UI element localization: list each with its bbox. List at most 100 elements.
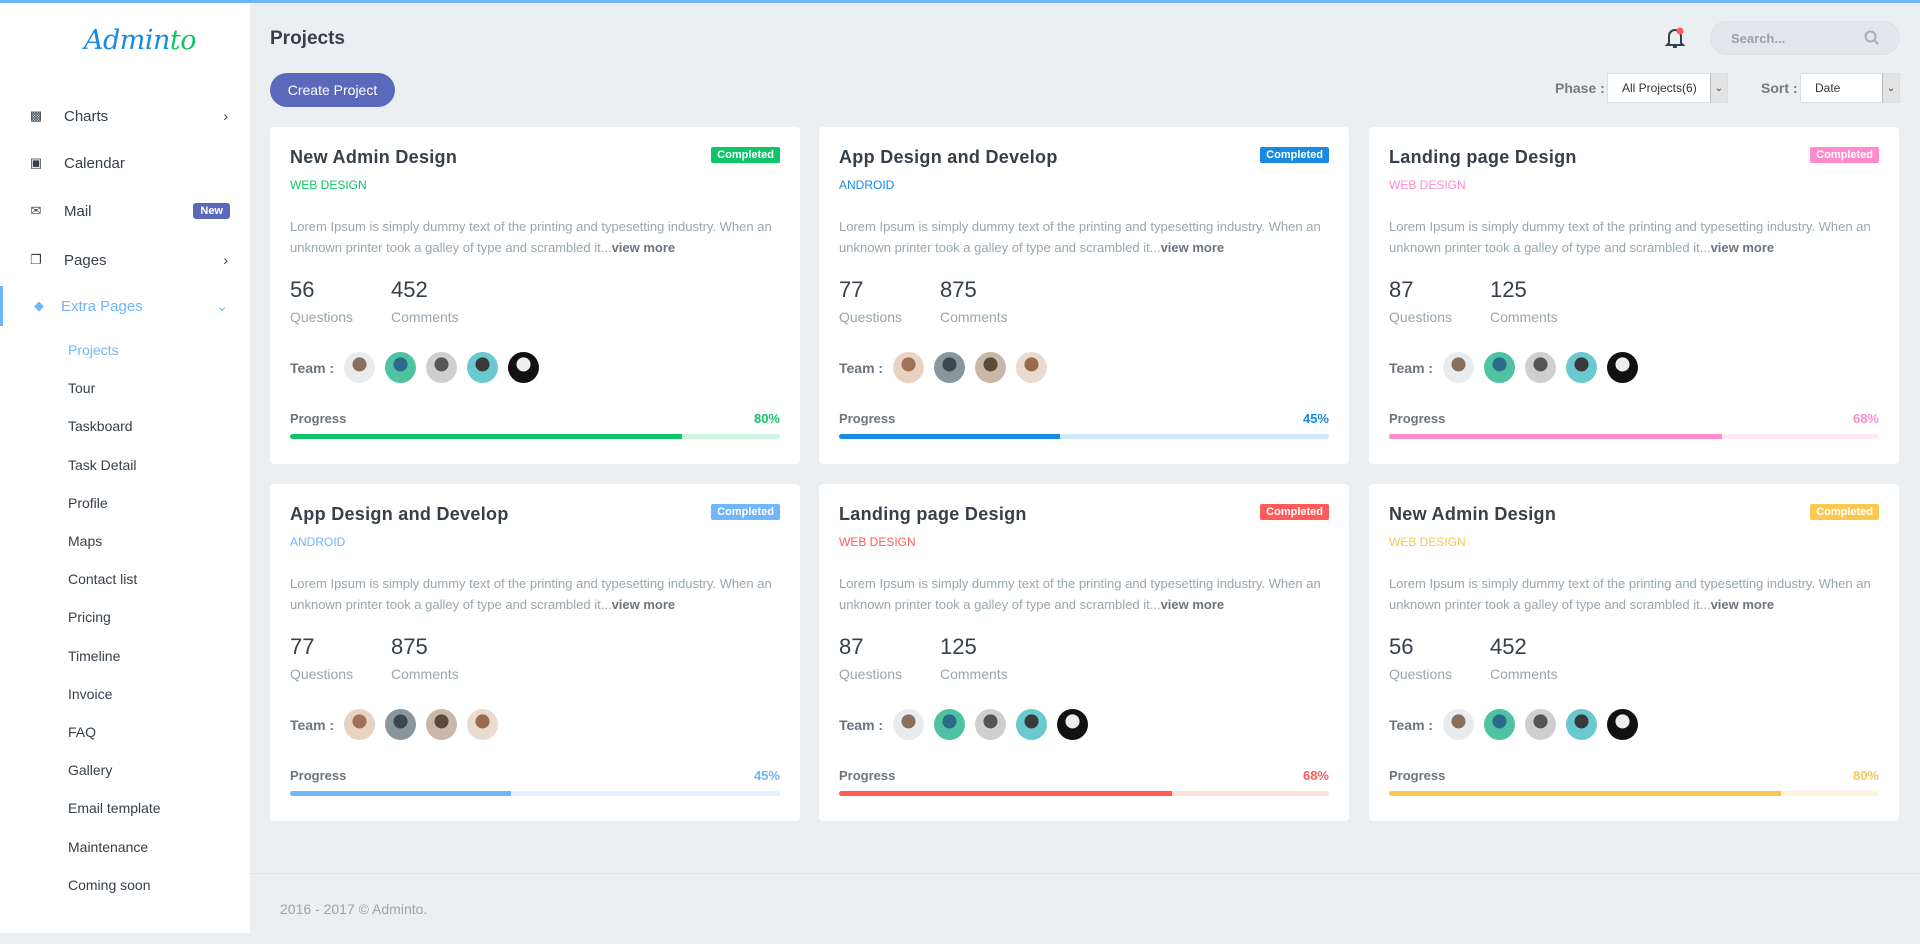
progress-value: 80%: [1852, 768, 1879, 783]
chevron-down-icon: ⌄: [216, 297, 228, 314]
team-member-avatar[interactable]: [893, 352, 925, 383]
team-member-avatar[interactable]: [385, 709, 417, 740]
sidebar-subitem-timeline[interactable]: Timeline: [68, 647, 121, 664]
view-more-link[interactable]: view more: [611, 240, 676, 255]
team-member-avatar[interactable]: [1016, 709, 1048, 740]
comments-stat: 875 Comments: [940, 277, 1008, 325]
team-member-avatar[interactable]: [426, 709, 458, 740]
project-card: App Design and Develop Completed ANDROID…: [270, 484, 800, 821]
view-more-link[interactable]: view more: [611, 597, 676, 612]
progress-value: 80%: [753, 411, 780, 426]
questions-count: 56: [290, 277, 315, 302]
team-member-avatar[interactable]: [1484, 352, 1516, 383]
team-member-avatar[interactable]: [1566, 352, 1598, 383]
phase-value: All Projects(6): [1622, 81, 1697, 95]
sidebar-subitem-profile[interactable]: Profile: [68, 494, 108, 511]
search-input[interactable]: Search...: [1710, 21, 1900, 55]
sidebar-subitem-tour[interactable]: Tour: [68, 380, 96, 397]
team-member-avatar[interactable]: [467, 709, 499, 740]
view-more-link[interactable]: view more: [1710, 597, 1775, 612]
team-member-avatar[interactable]: [975, 709, 1007, 740]
progress-label: Progress: [839, 411, 896, 426]
view-more-link[interactable]: view more: [1710, 240, 1775, 255]
bell-icon[interactable]: [1664, 26, 1686, 50]
sidebar-subitem-email-template[interactable]: Email template: [68, 800, 161, 817]
phase-select[interactable]: All Projects(6) ⌄: [1607, 73, 1728, 103]
team-member-avatar[interactable]: [1484, 709, 1516, 740]
team-member-avatar[interactable]: [893, 709, 925, 740]
project-title[interactable]: App Design and Develop: [290, 504, 509, 524]
questions-count: 87: [839, 634, 864, 659]
team-member-avatar[interactable]: [426, 352, 458, 383]
team-member-avatar[interactable]: [508, 352, 540, 383]
comments-count: 452: [1490, 634, 1527, 659]
team-member-avatar[interactable]: [1525, 352, 1557, 383]
sidebar-item-label: Calendar: [64, 154, 125, 172]
team-member-avatar[interactable]: [1057, 709, 1089, 740]
search-icon[interactable]: [1863, 29, 1881, 47]
project-description: Lorem Ipsum is simply dummy text of the …: [290, 573, 785, 615]
sort-select[interactable]: Date ⌄: [1800, 73, 1900, 103]
create-project-button[interactable]: Create Project: [270, 73, 395, 107]
team-member-avatar[interactable]: [1607, 709, 1639, 740]
layers-icon: ◆: [34, 298, 44, 313]
team-member-avatar[interactable]: [344, 709, 376, 740]
sidebar-item-calendar[interactable]: ▣ Calendar: [0, 143, 250, 183]
questions-label: Questions: [290, 309, 354, 325]
team-member-avatar[interactable]: [1607, 352, 1639, 383]
questions-stat: 56 Questions: [290, 277, 353, 325]
project-title[interactable]: New Admin Design: [290, 147, 458, 167]
team-member-avatar[interactable]: [1525, 709, 1557, 740]
sidebar-subitem-maps[interactable]: Maps: [68, 533, 103, 549]
view-more-link[interactable]: view more: [1160, 597, 1225, 612]
project-title[interactable]: Landing page Design: [839, 504, 1027, 524]
team-member-avatar[interactable]: [934, 709, 966, 740]
team-member-avatar[interactable]: [975, 352, 1007, 383]
team-member-avatar[interactable]: [1566, 709, 1598, 740]
sidebar-subitem-taskboard[interactable]: Taskboard: [68, 418, 133, 435]
comments-label: Comments: [1490, 309, 1558, 325]
team-member-avatar[interactable]: [1016, 352, 1048, 383]
team-member-avatar[interactable]: [385, 352, 417, 383]
sidebar-item-extra-pages[interactable]: ◆ Extra Pages ⌄: [0, 286, 250, 326]
sidebar-item-label: Extra Pages: [61, 297, 143, 315]
sidebar-item-pages[interactable]: ❐ Pages ›: [0, 240, 250, 280]
sidebar-subitem-coming-soon[interactable]: Coming soon: [68, 876, 151, 893]
sidebar-subitem-task-detail[interactable]: Task Detail: [68, 456, 137, 473]
progress-fill: [1389, 791, 1781, 796]
sidebar-subitem-maintenance[interactable]: Maintenance: [68, 838, 149, 855]
project-title[interactable]: App Design and Develop: [839, 147, 1058, 167]
team-member-avatar[interactable]: [467, 352, 499, 383]
sidebar-item-mail[interactable]: ✉ Mail New: [0, 191, 250, 231]
page-title: Projects: [270, 28, 345, 49]
sidebar: Adminto ▩ Charts › ▣ Calendar ✉ Mail New ❐ Pages ›…: [0, 3, 250, 933]
view-more-link[interactable]: view more: [1160, 240, 1225, 255]
comments-count: 875: [940, 277, 977, 302]
project-category: WEB DESIGN: [1389, 178, 1466, 192]
sidebar-subitem-faq[interactable]: FAQ: [68, 724, 97, 740]
sidebar-subitem-contact-list[interactable]: Contact list: [68, 571, 138, 588]
sidebar-subitem-pricing[interactable]: Pricing: [68, 609, 111, 626]
sidebar-item-charts[interactable]: ▩ Charts ›: [0, 96, 250, 136]
team-member-avatar[interactable]: [1443, 352, 1475, 383]
sidebar-subitem-projects[interactable]: Projects: [68, 342, 119, 358]
team-member-avatar[interactable]: [1443, 709, 1475, 740]
questions-label: Questions: [1389, 666, 1453, 682]
sidebar-subitem-gallery[interactable]: Gallery: [68, 762, 113, 779]
team-label: Team :: [1389, 716, 1434, 733]
comments-label: Comments: [1490, 666, 1558, 682]
questions-stat: 87 Questions: [839, 634, 902, 682]
sidebar-subitem-invoice[interactable]: Invoice: [68, 685, 113, 702]
progress-fill: [290, 434, 682, 439]
project-title[interactable]: Landing page Design: [1389, 147, 1577, 167]
project-title[interactable]: New Admin Design: [1389, 504, 1557, 524]
project-category: ANDROID: [290, 535, 346, 549]
logo[interactable]: Adminto: [84, 25, 197, 56]
team-member-avatar[interactable]: [934, 352, 966, 383]
team-member-avatar[interactable]: [344, 352, 376, 383]
progress-value: 45%: [1302, 411, 1329, 426]
comments-count: 125: [940, 634, 977, 659]
progress-label: Progress: [1389, 768, 1446, 783]
chevron-right-icon: ›: [223, 108, 228, 124]
description-text: Lorem Ipsum is simply dummy text of the …: [839, 576, 1321, 612]
